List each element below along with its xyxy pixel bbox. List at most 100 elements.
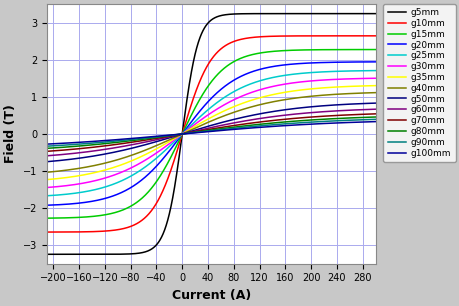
g90mm [372,118,378,121]
g40mm [170,136,175,140]
g35mm [81,173,87,177]
g10mm [44,230,50,234]
g5mm [330,12,336,16]
g80mm [184,132,190,135]
g90mm [366,118,371,121]
g25mm [101,185,106,189]
g40mm [366,91,371,95]
g30mm [366,76,371,80]
g50mm [44,160,50,163]
g70mm [44,150,50,153]
g70mm [372,112,378,116]
X-axis label: Current (A): Current (A) [171,289,250,302]
g30mm [170,139,175,143]
g60mm [81,150,87,154]
g100mm [101,139,106,143]
g20mm [81,201,87,204]
g90mm [330,119,336,123]
g80mm [330,117,336,121]
g35mm [101,169,106,172]
g80mm [44,147,50,150]
g70mm [101,144,106,148]
g60mm [184,131,190,135]
g60mm [372,107,378,111]
g10mm [330,34,336,38]
g40mm [101,162,106,165]
Line: g80mm: g80mm [47,117,375,148]
g5mm [372,12,378,16]
g10mm [81,230,87,234]
Line: g15mm: g15mm [47,50,375,218]
g100mm [184,132,190,135]
g60mm [101,148,106,151]
g20mm [44,203,50,207]
g15mm [330,48,336,51]
g10mm [372,34,378,38]
g20mm [330,60,336,64]
Line: g70mm: g70mm [47,114,375,151]
g80mm [372,115,378,119]
g60mm [44,154,50,158]
g50mm [372,101,378,105]
g5mm [101,252,106,256]
g70mm [81,146,87,150]
Line: g90mm: g90mm [47,119,375,146]
g90mm [44,144,50,148]
g30mm [101,177,106,180]
g60mm [366,108,371,111]
g35mm [372,84,378,88]
g35mm [44,178,50,181]
g15mm [44,216,50,220]
g40mm [81,166,87,169]
g20mm [101,197,106,201]
g25mm [44,194,50,198]
Line: g35mm: g35mm [47,86,375,180]
g10mm [101,229,106,233]
g5mm [184,96,190,100]
g50mm [101,152,106,156]
Line: g100mm: g100mm [47,121,375,144]
g5mm [366,12,371,16]
g40mm [372,91,378,95]
g15mm [184,122,190,125]
Line: g25mm: g25mm [47,71,375,196]
Line: g60mm: g60mm [47,109,375,156]
g100mm [44,142,50,146]
g80mm [170,133,175,137]
g10mm [170,162,175,166]
g35mm [184,129,190,133]
g50mm [366,102,371,105]
g20mm [366,60,371,64]
Legend: g5mm, g10mm, g15mm, g20mm, g25mm, g30mm, g35mm, g40mm, g50mm, g60mm, g70mm, g80m: g5mm, g10mm, g15mm, g20mm, g25mm, g30mm,… [383,4,454,162]
g5mm [81,252,87,256]
g15mm [366,48,371,51]
g30mm [184,128,190,132]
g50mm [330,103,336,107]
g100mm [81,140,87,144]
g100mm [170,133,175,137]
g25mm [184,127,190,131]
g70mm [330,114,336,118]
g50mm [184,131,190,134]
g40mm [330,93,336,96]
Line: g40mm: g40mm [47,93,375,172]
g40mm [184,130,190,133]
g15mm [372,48,378,51]
g35mm [330,85,336,89]
g70mm [170,134,175,137]
g50mm [170,135,175,139]
g15mm [170,151,175,155]
Line: g30mm: g30mm [47,78,375,188]
Line: g50mm: g50mm [47,103,375,162]
g80mm [101,142,106,146]
g30mm [372,76,378,80]
g10mm [366,34,371,38]
Y-axis label: Field (T): Field (T) [4,105,17,163]
g30mm [81,181,87,185]
g90mm [101,140,106,144]
g25mm [330,69,336,73]
g100mm [366,120,371,124]
g60mm [330,109,336,113]
Line: g5mm: g5mm [47,14,375,254]
g20mm [184,125,190,129]
